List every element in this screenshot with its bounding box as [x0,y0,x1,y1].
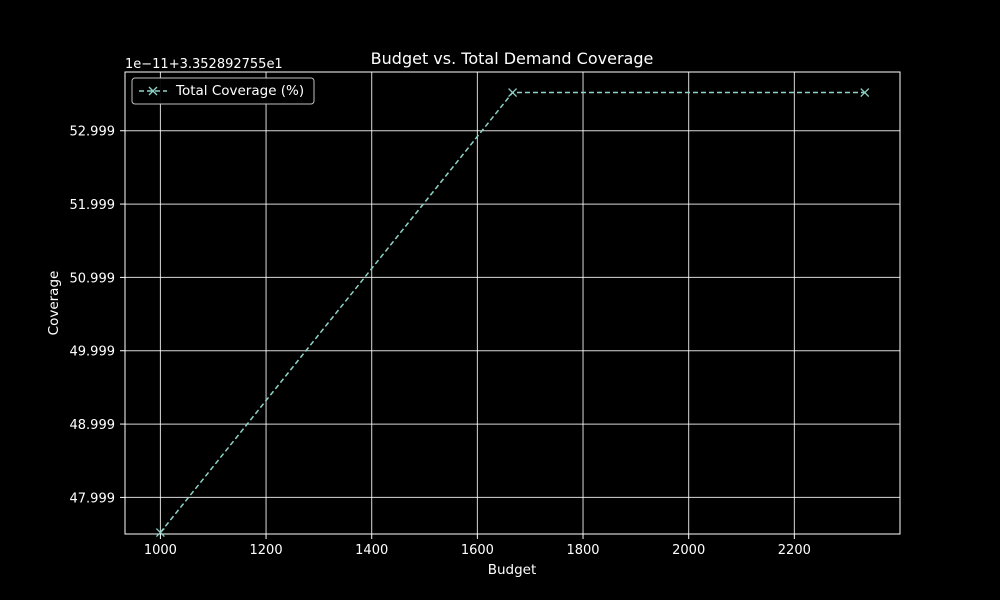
x-tick-label: 2200 [778,543,811,558]
y-tick-label: 50.999 [70,271,116,286]
y-tick-label: 48.999 [70,418,116,433]
x-tick-label: 2000 [672,543,705,558]
y-offset-label: 1e−11+3.352892755e1 [125,57,283,72]
plot-frame [124,71,901,535]
x-tick-label: 1600 [461,543,494,558]
legend-box [131,77,315,105]
series-layer [155,88,870,537]
x-tick-label: 1200 [250,543,283,558]
x-tick-label: 1800 [566,543,599,558]
y-tick-label: 52.999 [70,125,116,140]
y-tick-label: 49.999 [70,345,116,360]
x-tick-label: 1000 [144,543,177,558]
y-tick-label: 47.999 [70,491,116,506]
ticks: 1000 1200 1400 1600 1800 2000 2200 47.999 48.999… [70,125,811,558]
data-point-marker [155,528,165,537]
marker-stroke [155,528,165,537]
legend: Total Coverage (%) [131,77,315,105]
x-tick-label: 1400 [355,543,388,558]
marker-stroke [508,88,518,97]
x-axis-label: Budget [488,562,537,578]
y-tick-label: 51.999 [70,198,116,213]
legend-x-marker-icon [148,86,158,96]
marker-stroke [860,88,870,97]
chart-title: Budget vs. Total Demand Coverage [371,49,654,68]
data-point-marker [860,88,870,97]
legend-label: Total Coverage (%) [175,83,304,99]
grid [125,72,900,534]
y-axis-label: Coverage [46,271,62,336]
data-point-marker [508,88,518,97]
